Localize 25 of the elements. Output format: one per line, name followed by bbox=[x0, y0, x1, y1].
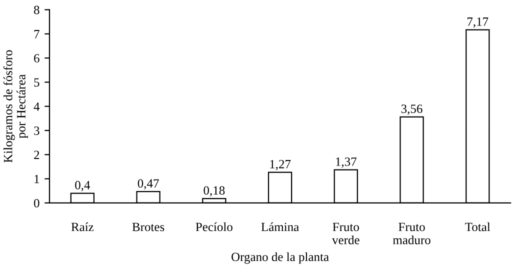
data-label: 1,37 bbox=[336, 158, 356, 168]
x-tick-label: Brotes bbox=[132, 222, 164, 232]
data-label: 7,17 bbox=[468, 17, 488, 28]
y-tick-label: 3 bbox=[34, 126, 40, 135]
x-tick-label: Fruto maduro bbox=[392, 222, 430, 244]
data-label: 0,4 bbox=[75, 180, 90, 192]
x-tick-label: Total bbox=[465, 222, 490, 232]
data-label: 0,47 bbox=[138, 179, 159, 190]
data-label: 1,27 bbox=[270, 160, 291, 170]
x-axis-title: Organo de la planta bbox=[232, 252, 329, 264]
data-label: 0,18 bbox=[204, 186, 225, 196]
x-tick-label: Pecíolo bbox=[196, 222, 232, 232]
y-tick-label: 4 bbox=[34, 102, 40, 111]
y-tick-label: 2 bbox=[34, 150, 40, 159]
y-tick-label: 7 bbox=[34, 30, 40, 38]
y-tick-label: 8 bbox=[34, 6, 40, 14]
y-tick-label: 0 bbox=[34, 198, 40, 208]
y-tick-label: 5 bbox=[34, 78, 40, 87]
y-tick-label: 1 bbox=[34, 174, 40, 184]
data-label: 3,56 bbox=[401, 104, 422, 115]
x-tick-label: Fruto verde bbox=[332, 222, 360, 244]
y-axis-title: Kilogramos de fósforo por Hectárea bbox=[3, 50, 28, 163]
x-tick-label: Raíz bbox=[71, 222, 94, 232]
y-tick-label: 6 bbox=[34, 54, 40, 62]
x-tick-label: Lámina bbox=[261, 222, 299, 232]
